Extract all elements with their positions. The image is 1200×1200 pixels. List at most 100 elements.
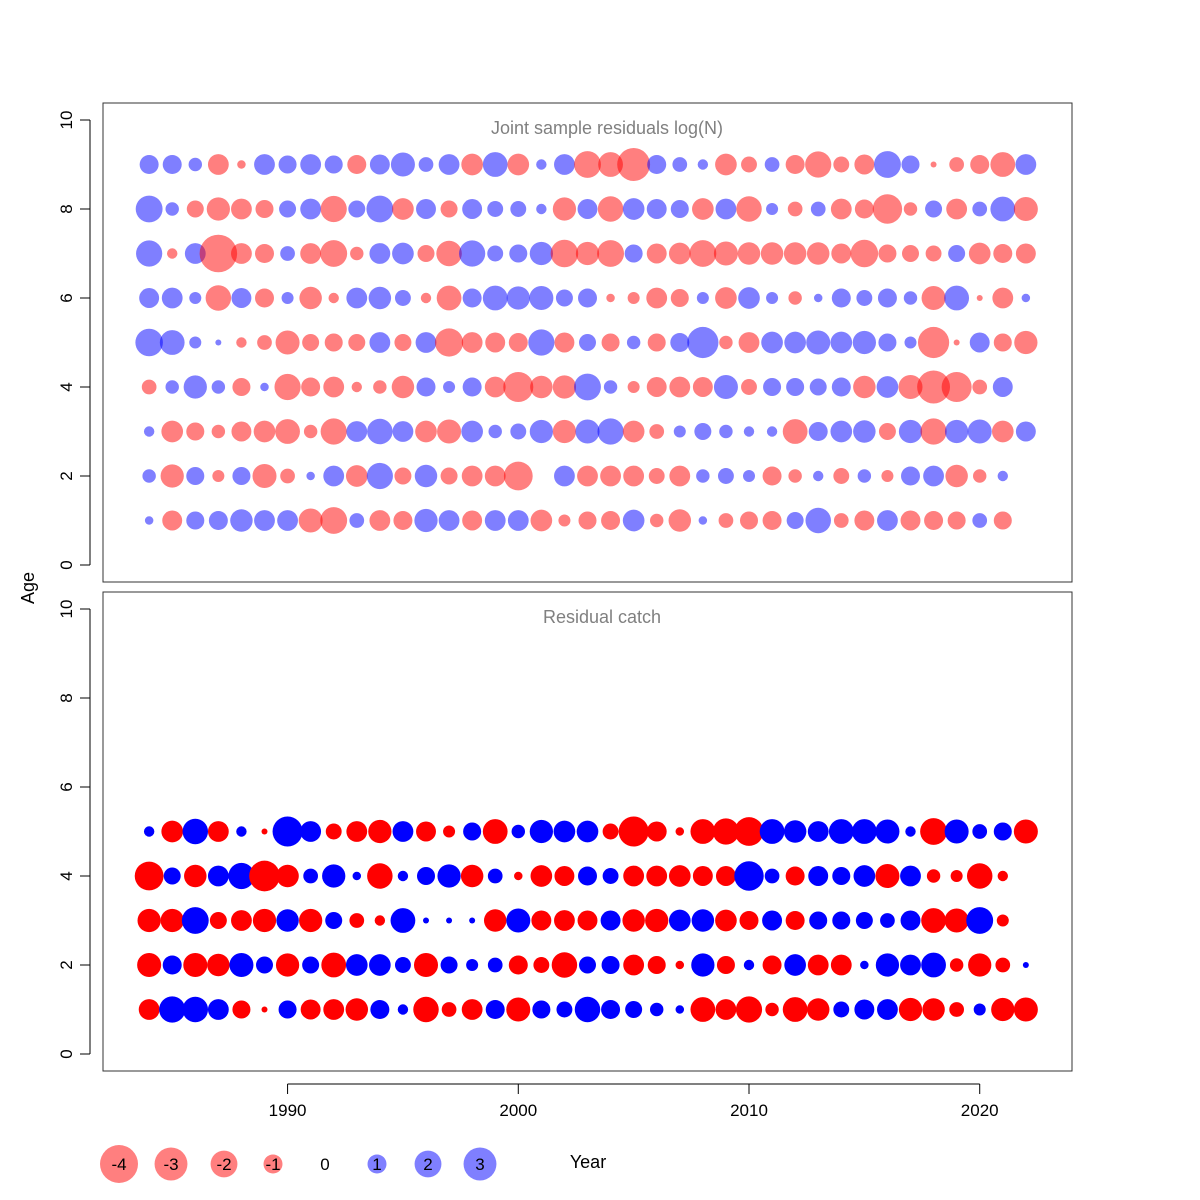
residual-bubble (300, 154, 322, 175)
residual-bubble (809, 378, 827, 396)
residual-bubble (160, 908, 184, 933)
residual-bubble (422, 917, 430, 924)
residual-bubble (508, 955, 528, 975)
residual-bubble (393, 511, 413, 530)
residual-bubble (275, 953, 300, 977)
residual-bubble (855, 912, 873, 929)
residual-bubble (161, 820, 184, 843)
residual-bubble (742, 469, 756, 483)
residual-bubble (463, 822, 482, 841)
residual-bubble (920, 818, 948, 845)
y-tick-label: 10 (57, 111, 76, 130)
residual-bubble (184, 864, 207, 888)
residual-bubble (186, 422, 205, 441)
residual-bubble (208, 511, 228, 530)
residual-bubble (993, 822, 1012, 841)
residual-bubble (252, 908, 277, 933)
residual-bubble (875, 863, 900, 889)
x-tick-label: 2020 (961, 1101, 999, 1120)
residual-bubble (601, 955, 620, 975)
residual-bubble (394, 957, 411, 973)
residual-bubble (167, 248, 178, 259)
residual-bubble (601, 1000, 621, 1019)
residual-bubble (922, 998, 945, 1021)
residual-bubble (276, 864, 299, 888)
residual-bubble (972, 824, 988, 839)
residual-bubble (255, 244, 274, 263)
residual-bubble (625, 1001, 643, 1018)
residual-bubble (597, 240, 625, 267)
residual-bubble (905, 826, 916, 837)
residual-bubble (648, 468, 665, 484)
panel-title: Joint sample residuals log(N) (491, 118, 723, 138)
residual-bubble (990, 152, 1016, 177)
residual-bubble (487, 201, 504, 217)
residual-bubble (186, 200, 204, 218)
residual-bubble (898, 374, 923, 400)
legend-bubble (367, 1154, 387, 1174)
residual-bubble (860, 960, 869, 970)
residual-bubble (852, 330, 876, 355)
panel-frame (102, 102, 1073, 583)
residual-bubble (392, 198, 414, 220)
residual-bubble (485, 1000, 505, 1019)
residual-bubble (349, 913, 365, 928)
residual-bubble (878, 244, 897, 263)
residual-bubble (743, 959, 755, 971)
residual-bubble (506, 908, 531, 933)
residual-bubble (207, 821, 229, 842)
residual-bubble (211, 424, 226, 439)
residual-bubble (328, 292, 339, 304)
residual-bubble (507, 153, 530, 176)
residual-bubble (503, 371, 534, 403)
residual-bubble (969, 332, 990, 353)
legend-bubble (210, 1150, 238, 1178)
legend-bubble (414, 1150, 442, 1178)
residual-bubble (323, 999, 345, 1020)
y-tick-label: 10 (57, 600, 76, 619)
residual-bubble (135, 195, 163, 223)
residual-bubble (972, 379, 988, 395)
residual-bubble (900, 510, 921, 531)
residual-bubble (199, 234, 238, 273)
residual-bubble (349, 513, 365, 528)
residual-bubble (917, 326, 950, 359)
y-tick-label: 6 (57, 293, 76, 302)
residual-bubble (345, 465, 368, 487)
residual-bubble (694, 423, 712, 440)
residual-bubble (692, 377, 713, 397)
residual-bubble (675, 1005, 685, 1014)
residual-bubble (230, 509, 253, 532)
x-axis: 1990 2000 2010 2020 (269, 1083, 999, 1120)
residual-bubble (438, 510, 460, 531)
residual-bubble (530, 509, 553, 532)
residual-bubble (207, 865, 229, 887)
residual-bubble (228, 862, 255, 890)
residual-bubble (898, 419, 923, 444)
residual-bubble (368, 286, 392, 310)
residual-bubble (993, 333, 1012, 352)
residual-bubble (668, 509, 692, 532)
x-tick-label: 2010 (730, 1101, 768, 1120)
residual-bubble (739, 511, 759, 530)
residual-bubble (144, 516, 154, 525)
residual-bubble (162, 510, 183, 531)
residual-bubble (782, 997, 808, 1022)
residual-bubble (623, 865, 645, 887)
residual-bubble (873, 151, 901, 178)
residual-bubble (995, 957, 1011, 973)
legend-bubble (463, 1147, 497, 1181)
residual-bubble (941, 371, 972, 403)
residual-bubble (461, 420, 483, 443)
residual-bubble (392, 242, 414, 265)
residual-bubble (668, 865, 691, 887)
residual-bubble (139, 288, 160, 308)
residual-bubble (254, 510, 275, 531)
residual-bubble (346, 821, 368, 842)
residual-bubble (484, 510, 506, 531)
residual-bubble (440, 200, 458, 218)
residual-bubble (877, 510, 898, 531)
residual-bubble (303, 424, 318, 439)
residual-bubble (808, 422, 828, 441)
residual-bubble (675, 827, 685, 836)
